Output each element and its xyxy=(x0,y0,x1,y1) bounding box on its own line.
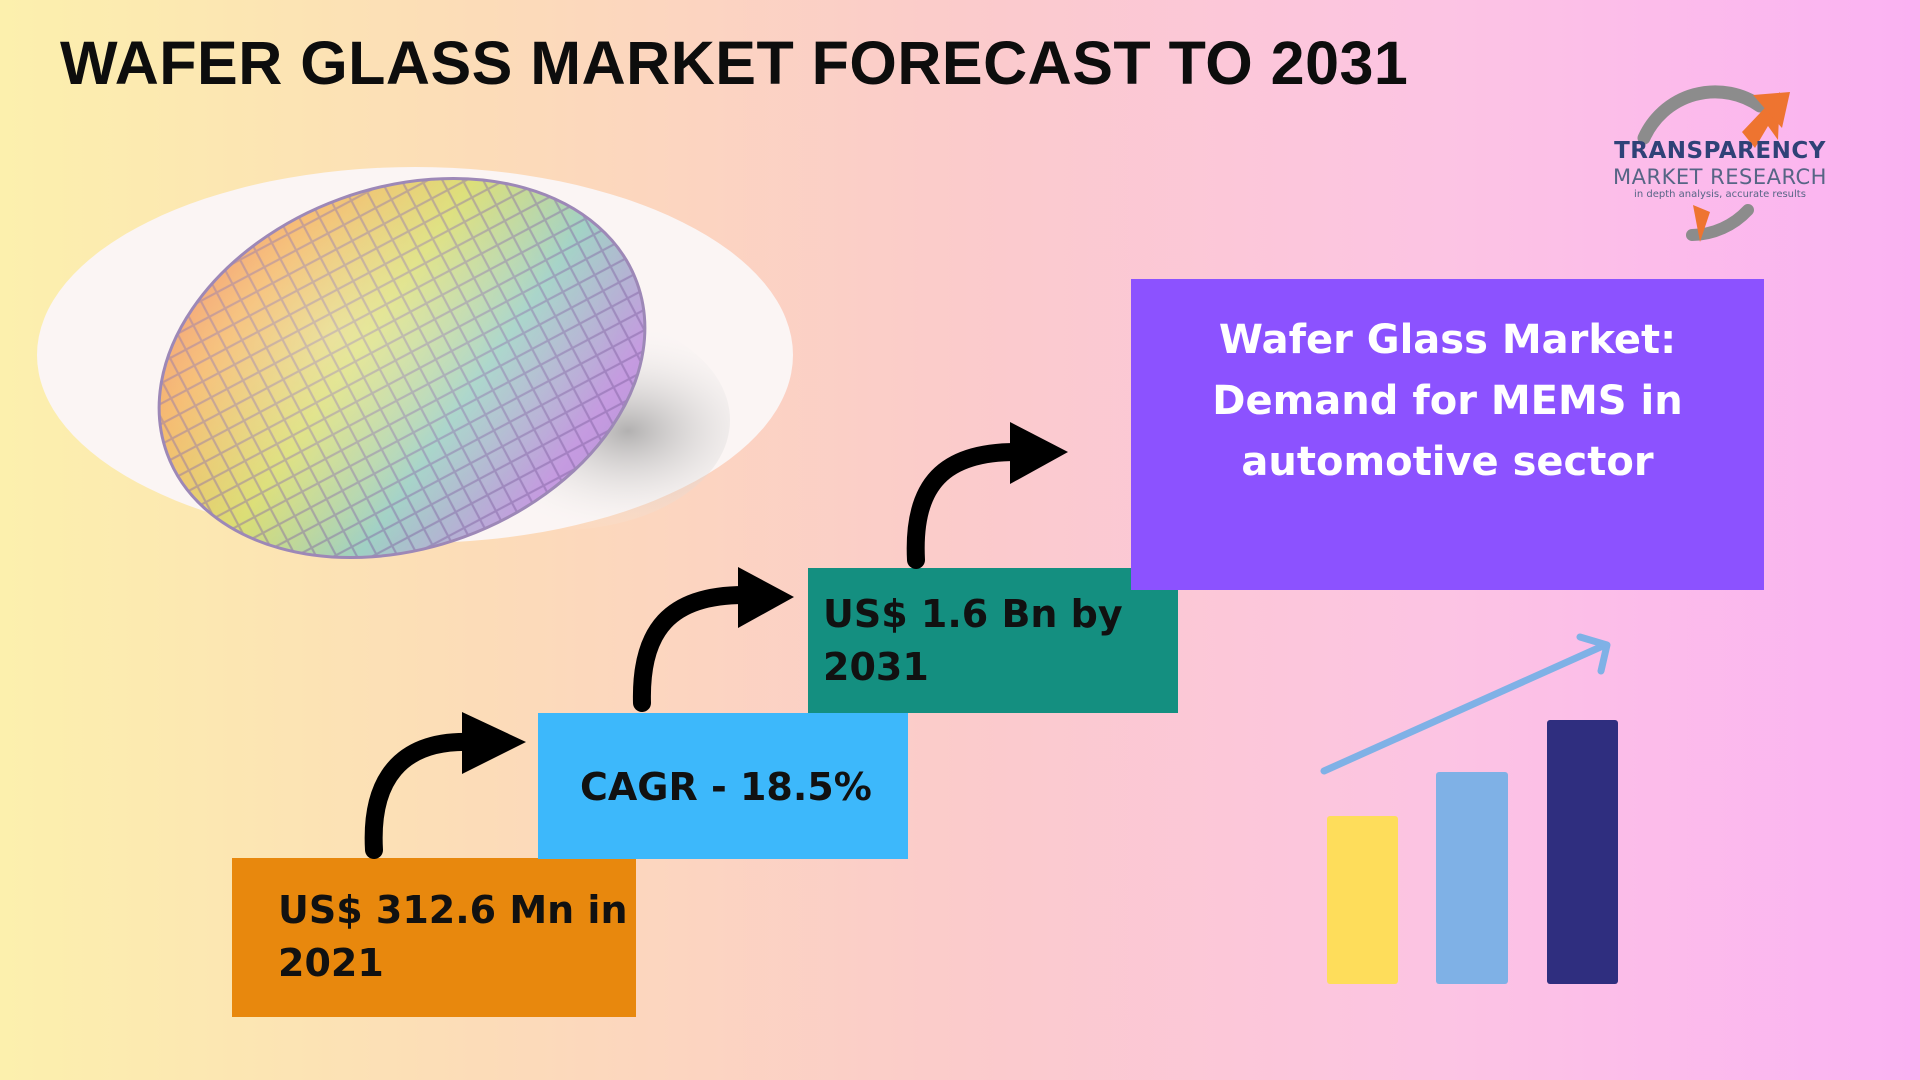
page-title: WAFER GLASS MARKET FORECAST TO 2031 xyxy=(60,29,1409,97)
highlight-box: Wafer Glass Market: Demand for MEMS in a… xyxy=(1131,279,1764,590)
logo-name: TRANSPARENCY xyxy=(1614,138,1826,164)
step-box-2031-value: US$ 1.6 Bn by 2031 xyxy=(808,568,1178,713)
curved-arrow-icon xyxy=(364,712,526,859)
logo-subname: MARKET RESEARCH xyxy=(1613,165,1827,189)
trend-arrow-icon xyxy=(1320,633,1611,775)
logo-tagline: in depth analysis, accurate results xyxy=(1634,189,1806,200)
step-box-cagr: CAGR - 18.5% xyxy=(538,713,908,859)
curved-arrow-icon xyxy=(632,567,794,712)
growth-bar-icon xyxy=(1547,720,1618,984)
logo: TRANSPARENCY MARKET RESEARCH in depth an… xyxy=(1600,138,1840,200)
growth-bar-icon xyxy=(1436,772,1508,984)
step-box-2021-value: US$ 312.6 Mn in 2021 xyxy=(232,858,636,1017)
curved-arrow-icon xyxy=(906,422,1068,569)
growth-bar-icon xyxy=(1327,816,1398,984)
